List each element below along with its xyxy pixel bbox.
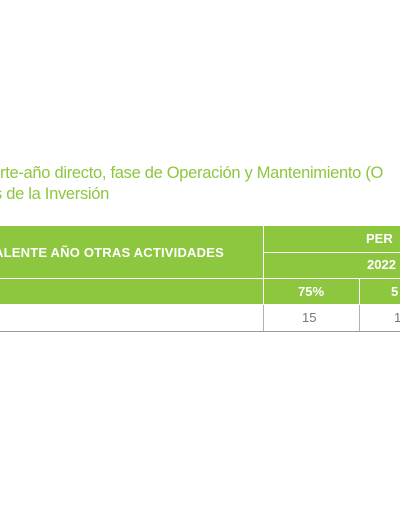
percent-cell-1: 75%	[264, 279, 359, 304]
value-cell-1: 15	[264, 305, 359, 331]
table-percent-row: 75% 5	[0, 279, 400, 304]
percent-divider-1	[263, 279, 264, 304]
value-divider-2	[359, 305, 360, 331]
percent-cell-2: 5	[360, 279, 400, 304]
header-period-cell: PER	[264, 226, 400, 252]
caption-line-1: rte-año directo, fase de Operación y Man…	[0, 164, 384, 182]
caption-line-2: s de la Inversión	[0, 185, 110, 203]
percent-text-2: 5	[391, 284, 399, 299]
header-year-text: 2022	[367, 257, 396, 272]
percent-divider-2	[359, 279, 360, 304]
table-bottom-rule	[0, 331, 400, 332]
value-divider-1	[263, 305, 264, 331]
value-text-1: 15	[302, 310, 317, 325]
percent-text-1: 75%	[298, 284, 325, 299]
header-split-line	[264, 252, 400, 253]
value-cell-2: 1	[360, 305, 400, 331]
header-year-cell: 2022	[264, 253, 400, 278]
header-label-cell: ALENTE AÑO OTRAS ACTIVIDADES	[0, 226, 263, 278]
value-text-2: 1	[394, 310, 400, 325]
header-period-text: PER	[366, 231, 393, 246]
table-caption: rte-año directo, fase de Operación y Man…	[0, 163, 400, 205]
table-value-row: 15 1	[0, 305, 400, 332]
data-table: ALENTE AÑO OTRAS ACTIVIDADES PER 2022 75…	[0, 226, 400, 332]
header-divider	[263, 226, 264, 278]
header-label-text: ALENTE AÑO OTRAS ACTIVIDADES	[0, 244, 224, 260]
table-header-row: ALENTE AÑO OTRAS ACTIVIDADES PER 2022	[0, 226, 400, 278]
